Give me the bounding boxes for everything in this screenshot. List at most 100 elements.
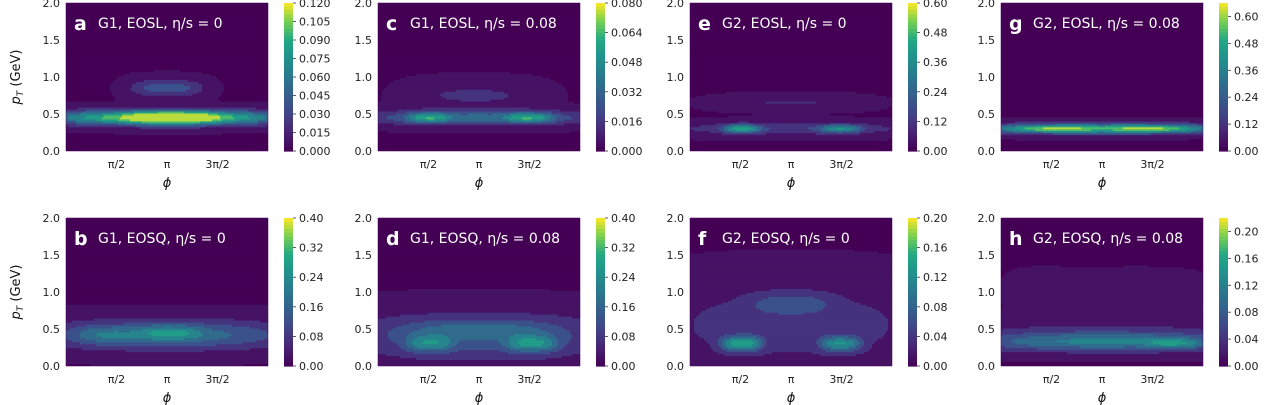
x-tick-label: 3π/2 [1140,158,1164,171]
y-tick-label: 1.0 [43,286,61,299]
x-tick-label: π [476,158,483,171]
colorbar-tick-label: 0.060 [299,71,331,84]
colorbar-tick-label: 0.60 [1234,10,1259,23]
y-tick-label: 2.0 [978,212,996,225]
colorbar: 0.200.160.120.080.040.00 [1219,218,1259,373]
x-tick-label: π [1099,373,1106,386]
y-tick-label: 0.0 [978,360,996,373]
x-axis-label: ϕ [1098,391,1107,405]
colorbar-tick-label: 0.24 [1234,91,1259,104]
y-tick-label: 1.0 [978,71,996,84]
colorbar-tick-label: 0.60 [923,0,948,10]
colorbar-tick-label: 0.048 [611,56,643,69]
colorbar-tick-label: 0.00 [611,360,636,373]
colorbar: 0.200.160.120.080.040.00 [908,212,948,373]
x-axis-label: ϕ [163,391,172,405]
x-tick-label: 3π/2 [829,158,853,171]
x-tick-label: π/2 [1043,158,1060,171]
colorbar-tick-label: 0.16 [299,301,324,314]
panel-title: G2, EOSL, η/s = 0.08 [1033,16,1180,32]
colorbar-tick-label: 0.120 [299,0,331,10]
panel-title: G1, EOSL, η/s = 0 [98,16,223,32]
x-tick-label: π [164,158,171,171]
panel-letter: b [74,228,88,250]
x-tick-label: π [1099,158,1106,171]
x-tick-label: 3π/2 [517,373,541,386]
y-tick-label: 2.0 [43,212,61,225]
x-tick-label: 3π/2 [205,158,229,171]
x-tick-label: π/2 [1043,373,1060,386]
colorbar-tick-label: 0.40 [611,212,636,225]
colorbar-tick-label: 0.04 [1234,333,1259,346]
panel-g: 0.00.51.01.52.0π/2 π 3π/2ϕg G2, EOSL, η/s =… [978,0,1259,191]
x-tick-label: π [788,373,795,386]
colorbar-tick-label: 0.16 [611,301,636,314]
x-tick-label: π/2 [420,158,437,171]
colorbar-tick-label: 0.00 [1234,145,1259,158]
y-tick-label: 2.0 [43,0,61,10]
panel-letter: h [1009,228,1023,250]
y-tick-label: 1.5 [978,34,996,47]
panel-title: G2, EOSQ, η/s = 0 [722,231,850,247]
colorbar-tick-label: 0.064 [611,27,643,40]
colorbar-tick-label: 0.08 [923,301,948,314]
colorbar-tick-label: 0.24 [611,271,636,284]
colorbar-tick-label: 0.36 [923,56,948,69]
colorbar-tick-label: 0.00 [1234,360,1259,373]
y-tick-label: 0.5 [667,108,685,121]
colorbar-tick-label: 0.16 [1234,252,1259,265]
colorbar-tick-label: 0.04 [923,330,948,343]
colorbar-tick-label: 0.015 [299,127,331,140]
panel-letter: d [386,228,400,250]
colorbar: 0.400.320.240.160.080.00 [284,212,324,373]
y-axis-label: pT (GeV) [9,49,26,105]
y-tick-label: 1.5 [43,249,61,262]
colorbar-tick-label: 0.00 [923,145,948,158]
panel-letter: g [1009,13,1023,35]
panel-title: G1, EOSQ, η/s = 0 [98,231,226,247]
panel-title: G2, EOSQ, η/s = 0.08 [1033,231,1183,247]
panel-c: 0.00.51.01.52.0π/2 π 3π/2ϕc G1, EOSL, η/s =… [355,0,643,191]
y-tick-label: 2.0 [355,0,373,10]
y-tick-label: 1.0 [667,71,685,84]
colorbar: 0.600.480.360.240.120.00 [908,0,948,158]
colorbar: 0.1200.1050.0900.0750.0600.0450.0300.015… [284,0,331,158]
y-tick-label: 2.0 [978,0,996,10]
panel-title: G2, EOSL, η/s = 0 [722,16,847,32]
y-tick-label: 0.5 [43,108,61,121]
y-tick-label: 0.5 [667,323,685,336]
y-tick-label: 0.0 [667,360,685,373]
colorbar-tick-label: 0.090 [299,34,331,47]
colorbar-tick-label: 0.20 [923,212,948,225]
y-tick-label: 0.0 [667,145,685,158]
y-tick-label: 0.0 [355,145,373,158]
colorbar-tick-label: 0.32 [611,242,636,255]
panel-h: 0.00.51.01.52.0π/2 π 3π/2ϕh G2, EOSQ, η/s =… [978,212,1259,405]
y-tick-label: 2.0 [667,0,685,10]
colorbar-tick-label: 0.24 [923,86,948,99]
colorbar-tick-label: 0.24 [299,271,324,284]
colorbar-tick-label: 0.48 [923,27,948,40]
y-tick-label: 1.5 [355,34,373,47]
y-tick-label: 2.0 [667,212,685,225]
panel-title: G1, EOSL, η/s = 0.08 [410,16,557,32]
x-tick-label: π/2 [732,158,749,171]
colorbar-tick-label: 0.000 [611,145,643,158]
y-tick-label: 0.0 [43,145,61,158]
x-tick-label: π/2 [108,158,125,171]
y-tick-label: 0.5 [43,323,61,336]
panel-e: 0.00.51.01.52.0π/2 π 3π/2ϕe G2, EOSL, η/s =… [667,0,948,191]
y-tick-label: 1.0 [355,71,373,84]
panel-f: 0.00.51.01.52.0π/2 π 3π/2ϕf G2, EOSQ, η/s =… [667,212,948,405]
panel-letter: f [698,228,707,250]
colorbar-tick-label: 0.08 [1234,306,1259,319]
y-tick-label: 0.5 [355,108,373,121]
colorbar-tick-label: 0.12 [1234,118,1259,131]
colorbar-tick-label: 0.080 [611,0,643,10]
y-tick-label: 0.5 [978,323,996,336]
x-tick-label: 3π/2 [205,373,229,386]
x-axis-label: ϕ [1098,176,1107,191]
